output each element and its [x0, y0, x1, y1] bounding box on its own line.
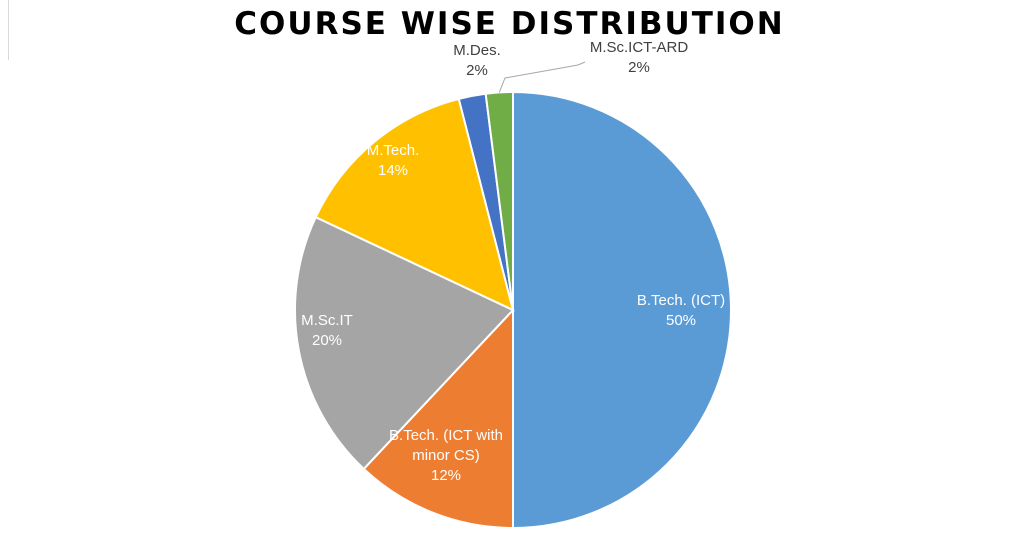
pie-slice-b-tech-ict[interactable] — [512, 90, 732, 530]
pie-slices — [294, 90, 732, 530]
data-label-m-tech: M.Tech. 14% — [367, 142, 420, 179]
slice-percent-label: 50% — [666, 312, 696, 329]
slice-name-label: B.Tech. (ICT) — [637, 292, 725, 309]
slice-name-label: M.Des. — [453, 42, 501, 59]
slice-percent-label: 12% — [431, 467, 461, 484]
slice-name-label: M.Sc.IT — [301, 312, 353, 329]
data-label-m-sc-ict-ard: M.Sc.ICT-ARD 2% — [590, 39, 689, 76]
pie-slice-b-tech-ict-with-minor-cs[interactable] — [362, 307, 514, 530]
slice-percent-label: 20% — [312, 332, 342, 349]
slice-name-label: minor CS) — [412, 447, 480, 464]
data-label-b-tech-ict: B.Tech. (ICT) 50% — [637, 292, 725, 329]
chart-title: COURSE WISE DISTRIBUTION — [234, 6, 785, 42]
slice-name-label: M.Tech. — [367, 142, 420, 159]
data-label-m-sc-it: M.Sc.IT 20% — [301, 312, 353, 349]
slice-percent-label: 14% — [378, 162, 408, 179]
data-label-b-tech-ict-with-minor-cs: B.Tech. (ICT with minor CS) 12% — [389, 427, 503, 484]
slice-name-label: B.Tech. (ICT with — [389, 427, 503, 444]
pie-slice-m-sc-it[interactable] — [294, 215, 515, 471]
window-edge-line — [8, 0, 9, 60]
slice-percent-label: 2% — [466, 62, 488, 79]
slice-percent-label: 2% — [628, 59, 650, 76]
leader-line-msc-ict-ard — [498, 61, 586, 93]
slice-name-label: M.Sc.ICT-ARD — [590, 39, 689, 56]
pie-slice-m-sc-ict-ard[interactable] — [484, 90, 514, 311]
pie-slice-m-tech[interactable] — [314, 97, 515, 312]
data-label-m-des: M.Des. 2% — [453, 42, 501, 79]
